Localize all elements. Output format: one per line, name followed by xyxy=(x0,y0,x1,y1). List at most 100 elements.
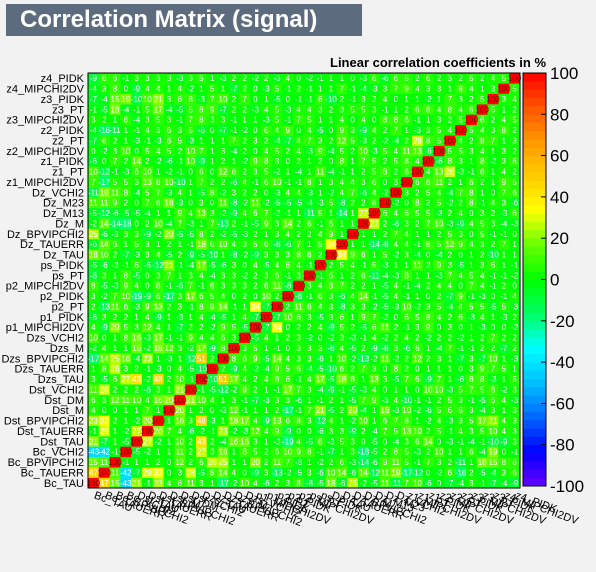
heatmap-cell xyxy=(347,415,359,426)
heatmap-cell xyxy=(131,384,143,395)
heatmap-cell xyxy=(444,228,456,240)
heatmap-cell xyxy=(196,425,207,437)
cell-value-label: 23 xyxy=(219,427,228,436)
cell-value-label: -7 xyxy=(457,354,465,363)
cell-value-label: -1 xyxy=(187,302,195,311)
heatmap-cell xyxy=(401,197,413,209)
cell-value-label: 4 xyxy=(415,157,420,166)
heatmap-cell xyxy=(487,166,499,177)
heatmap-cell xyxy=(185,384,197,395)
cell-value-label: 21 xyxy=(154,95,163,104)
heatmap-cell xyxy=(390,436,402,447)
cell-value-label: -2 xyxy=(165,168,173,177)
heatmap-cell xyxy=(466,197,477,209)
heatmap-cell xyxy=(260,156,272,167)
heatmap-cell xyxy=(142,176,153,188)
cell-value-label: 1 xyxy=(210,479,215,488)
heatmap-cell xyxy=(304,290,315,302)
heatmap-cell xyxy=(239,218,251,229)
heatmap-cell xyxy=(455,363,467,375)
heatmap-cell xyxy=(455,83,467,94)
heatmap-cell xyxy=(466,218,477,229)
heatmap-cell xyxy=(206,187,218,198)
cell-value-label: 1 xyxy=(426,116,431,125)
cell-value-label: 9 xyxy=(350,251,355,260)
heatmap-cell xyxy=(368,311,380,323)
heatmap-cell xyxy=(412,436,423,447)
heatmap-cell xyxy=(509,425,521,437)
heatmap-cell xyxy=(120,156,132,167)
heatmap-cell xyxy=(163,322,175,333)
cell-value-label: 3 xyxy=(253,437,258,446)
heatmap-cell xyxy=(390,83,402,94)
cell-value-label: 7 xyxy=(458,188,463,197)
heatmap-cell xyxy=(260,124,272,136)
cell-value-label: 4 xyxy=(340,178,345,187)
heatmap-cell xyxy=(401,104,413,115)
colorbar-segment xyxy=(523,353,546,363)
cell-value-label: -4 xyxy=(165,219,173,228)
cell-value-label: 100 xyxy=(108,458,122,467)
heatmap-cell xyxy=(476,73,488,84)
heatmap-cell xyxy=(271,394,283,406)
heatmap-cell xyxy=(412,187,423,198)
heatmap-cell xyxy=(109,114,121,126)
heatmap-cell xyxy=(271,259,283,271)
heatmap-cell xyxy=(109,145,121,157)
cell-value-label: 1 xyxy=(458,178,463,187)
cell-value-label: -1 xyxy=(90,427,98,436)
cell-value-label: 100 xyxy=(400,178,414,187)
cell-value-label: 2 xyxy=(296,157,301,166)
cell-value-label: 3 xyxy=(275,396,280,405)
heatmap-cell xyxy=(401,280,413,292)
cell-value-label: 6 xyxy=(113,240,118,249)
heatmap-cell xyxy=(347,166,359,177)
heatmap-cell xyxy=(444,363,456,375)
cell-value-label: -2 xyxy=(511,323,519,332)
cell-value-label: 0 xyxy=(102,406,107,415)
heatmap-cell xyxy=(509,259,521,271)
cell-value-label: -4 xyxy=(317,385,325,394)
heatmap-cell xyxy=(271,156,283,167)
cell-value-label: 100 xyxy=(324,251,338,260)
heatmap-cell xyxy=(217,207,229,219)
cell-value-label: 17 xyxy=(197,261,206,270)
heatmap-cell xyxy=(487,197,499,209)
cell-value-label: 2 xyxy=(329,105,334,114)
cell-value-label: 3 xyxy=(296,271,301,280)
cell-value-label: -1 xyxy=(317,396,325,405)
cell-value-label: 3 xyxy=(502,95,507,104)
cell-value-label: 4 xyxy=(145,126,150,135)
cell-value-label: 6 xyxy=(512,468,517,477)
cell-value-label: 14 xyxy=(273,354,282,363)
cell-value-label: 43 xyxy=(132,375,141,384)
heatmap-cell xyxy=(487,83,499,94)
heatmap-cell xyxy=(487,135,499,146)
colorbar-segment xyxy=(523,238,546,247)
heatmap-cell xyxy=(390,311,402,323)
heatmap-cell xyxy=(163,145,175,157)
heatmap-cell xyxy=(509,373,521,385)
heatmap-cell xyxy=(206,342,218,354)
cell-value-label: -4 xyxy=(101,95,109,104)
cell-value-label: 5 xyxy=(383,147,388,156)
cell-value-label: -5 xyxy=(327,375,335,384)
heatmap-cell xyxy=(260,104,272,115)
heatmap-cell xyxy=(466,311,477,323)
cell-value-label: -1 xyxy=(176,116,184,125)
heatmap-cell xyxy=(487,477,499,489)
colorbar-segment xyxy=(523,370,546,379)
heatmap-cell xyxy=(325,73,337,84)
heatmap-cell xyxy=(271,176,283,188)
heatmap-cell xyxy=(282,280,294,292)
heatmap-cell xyxy=(509,415,521,426)
cell-value-label: 3 xyxy=(296,354,301,363)
heatmap-cell xyxy=(228,73,240,84)
heatmap-cell xyxy=(282,145,294,157)
cell-value-label: 0 xyxy=(437,323,442,332)
cell-value-label: 9 xyxy=(275,365,280,374)
heatmap-cell xyxy=(120,394,132,406)
cell-value-label: -5 xyxy=(122,437,130,446)
heatmap-cell xyxy=(304,436,315,447)
cell-value-label: -2 xyxy=(457,334,465,343)
